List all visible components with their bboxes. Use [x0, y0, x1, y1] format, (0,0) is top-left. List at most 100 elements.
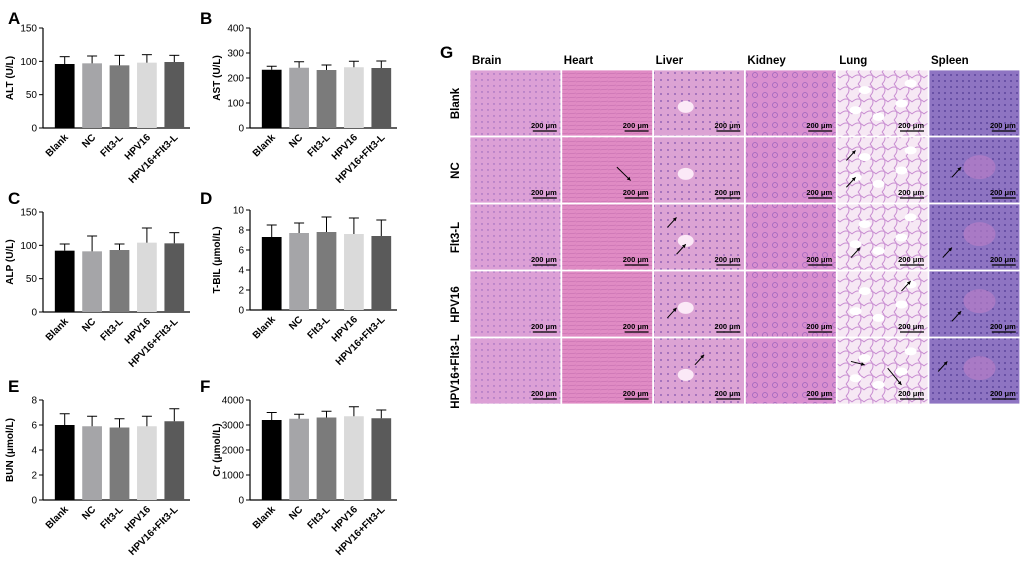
scale-bar-label: 200 μm	[715, 389, 741, 398]
chart-b-y-tick-label: 100	[227, 99, 244, 110]
chart-a-y-tick-label: 0	[31, 124, 37, 135]
histology-column-label-spleen: Spleen	[931, 55, 969, 67]
lung-alveolus-shape	[872, 112, 885, 121]
scale-bar-label: 200 μm	[531, 389, 557, 398]
annotation-arrowhead	[681, 244, 686, 249]
chart-d-x-tick-label-blank: Blank	[251, 314, 278, 341]
liver-vessel-shape	[677, 167, 694, 180]
lung-alveolus-shape	[858, 354, 871, 363]
chart-d-x-tick-label-flt3-l: Flt3-L	[306, 314, 333, 341]
histology-image-heart-hpv16-flt3-l	[561, 337, 653, 405]
chart-panel-tbil: D 0 2 4 6 8 10 T-BIL (μmol/L) Blank NC Flt3-LHPV1…	[200, 189, 397, 368]
chart-b-y-tick-label: 0	[238, 124, 244, 135]
histology-image-liver-nc	[653, 136, 745, 204]
scale-bar-label: 200 μm	[715, 322, 741, 331]
chart-d-y-tick-label: 10	[233, 206, 245, 217]
histology-row-label-nc: NC	[450, 162, 462, 179]
chart-a-bar-flt3-l	[109, 65, 130, 128]
chart-c-x-tick-label-flt3-l: Flt3-L	[99, 316, 126, 343]
chart-f-bar-nc	[289, 418, 309, 500]
lung-alveolus-shape	[849, 307, 862, 316]
scale-bar-label: 200 μm	[531, 188, 557, 197]
chart-b-bar-flt3-l	[316, 70, 337, 128]
chart-d-bar-flt3-l	[316, 232, 337, 310]
spleen-region-shape	[963, 155, 996, 180]
lung-alveolus-shape	[895, 166, 908, 175]
histology-image-liver-hpv16-flt3-l	[653, 337, 745, 405]
chart-e-bar-nc	[82, 426, 102, 500]
histology-column-label-brain: Brain	[472, 55, 501, 67]
scale-bar-label: 200 μm	[715, 121, 741, 130]
scale-bar-label: 200 μm	[623, 255, 649, 264]
histology-image-brain-hpv16-flt3-l	[469, 337, 562, 405]
chart-a-y-tick-label: 50	[26, 90, 38, 101]
chart-f-y-label: Cr (μmol/L)	[212, 423, 223, 476]
liver-vessel-shape	[677, 234, 694, 247]
chart-d-x-tick-label-nc: NC	[287, 314, 305, 332]
lung-alveolus-shape	[904, 146, 917, 155]
annotation-arrow	[887, 367, 902, 386]
panel-letter-a: A	[8, 9, 20, 28]
scale-bar-label: 200 μm	[623, 188, 649, 197]
chart-d-bar-nc	[289, 233, 309, 310]
chart-f-x-tick-label-hpv16-flt3-l: HPV16+Flt3-L	[334, 504, 388, 558]
chart-d-y-tick-label: 2	[238, 286, 244, 297]
chart-e-bar-blank	[54, 425, 75, 500]
chart-d-y-label: T-BIL (μmol/L)	[212, 226, 223, 293]
lung-alveolus-shape	[858, 287, 871, 296]
panel-letter-f: F	[200, 377, 210, 396]
chart-b-x-tick-label-blank: Blank	[251, 132, 278, 159]
histology-image-kidney-blank	[745, 69, 837, 137]
chart-panel-cr: F 0 1000 2000 3000 4000 Cr (μmol/L) Blank NC Flt…	[200, 377, 397, 558]
chart-c-y-label: ALP (U/L)	[5, 239, 16, 284]
histology-row-label-blank: Blank	[450, 87, 462, 119]
histology-row-label-hpv16-flt3-l: HPV16+Flt3-L	[450, 334, 462, 408]
panel-letter-g: G	[440, 43, 453, 62]
chart-d-bar-hpv16-flt3-l	[371, 236, 392, 310]
chart-e-x-tick-label-nc: NC	[80, 504, 98, 522]
chart-f-y-tick-label: 3000	[222, 421, 245, 432]
chart-a-bar-hpv16	[137, 62, 157, 128]
histology-image-kidney-hpv16-flt3-l	[745, 337, 837, 405]
panel-letter-b: B	[200, 9, 212, 28]
chart-b-bar-nc	[289, 67, 309, 128]
chart-e-y-label: BUN (μmol/L)	[5, 418, 16, 482]
annotation-arrowhead	[700, 354, 705, 359]
scale-bar-label: 200 μm	[806, 255, 832, 264]
chart-f-bar-blank	[261, 420, 282, 500]
spleen-region-shape	[963, 222, 996, 247]
chart-c-x-tick-label-nc: NC	[80, 316, 98, 334]
panel-letter-d: D	[200, 189, 212, 208]
chart-c-y-tick-label: 0	[31, 308, 37, 319]
histology-image-heart-hpv16	[561, 270, 653, 338]
scale-bar-label: 200 μm	[531, 121, 557, 130]
chart-f-y-tick-label: 0	[238, 496, 244, 507]
scale-bar-label: 200 μm	[715, 255, 741, 264]
chart-e-x-tick-label-flt3-l: Flt3-L	[99, 504, 126, 531]
lung-alveolus-shape	[872, 179, 885, 188]
histology-image-brain-flt3-l	[469, 203, 562, 271]
histology-image-kidney-nc	[745, 136, 837, 204]
scale-bar-label: 200 μm	[806, 389, 832, 398]
chart-c-bar-nc	[82, 251, 102, 312]
spleen-region-shape	[963, 356, 996, 381]
annotation-arrowhead	[851, 177, 856, 182]
lung-alveolus-shape	[904, 347, 917, 356]
histology-column-label-kidney: Kidney	[747, 55, 786, 67]
liver-vessel-shape	[677, 301, 694, 314]
chart-b-x-tick-label-flt3-l: Flt3-L	[306, 132, 333, 159]
histology-image-brain-blank	[469, 69, 562, 137]
scale-bar-label: 200 μm	[898, 389, 924, 398]
scale-bar-label: 200 μm	[990, 389, 1016, 398]
annotation-arrowhead	[860, 362, 865, 366]
chart-c-x-tick-label-hpv16-flt3-l: HPV16+Flt3-L	[127, 316, 181, 370]
lung-alveolus-shape	[872, 246, 885, 255]
lung-alveolus-shape	[895, 367, 908, 376]
spleen-region-shape	[963, 289, 996, 314]
histology-image-kidney-hpv16	[745, 270, 837, 338]
chart-e-y-tick-label: 8	[31, 396, 37, 407]
annotation-arrowhead	[957, 311, 962, 316]
histology-image-brain-nc	[469, 136, 562, 204]
